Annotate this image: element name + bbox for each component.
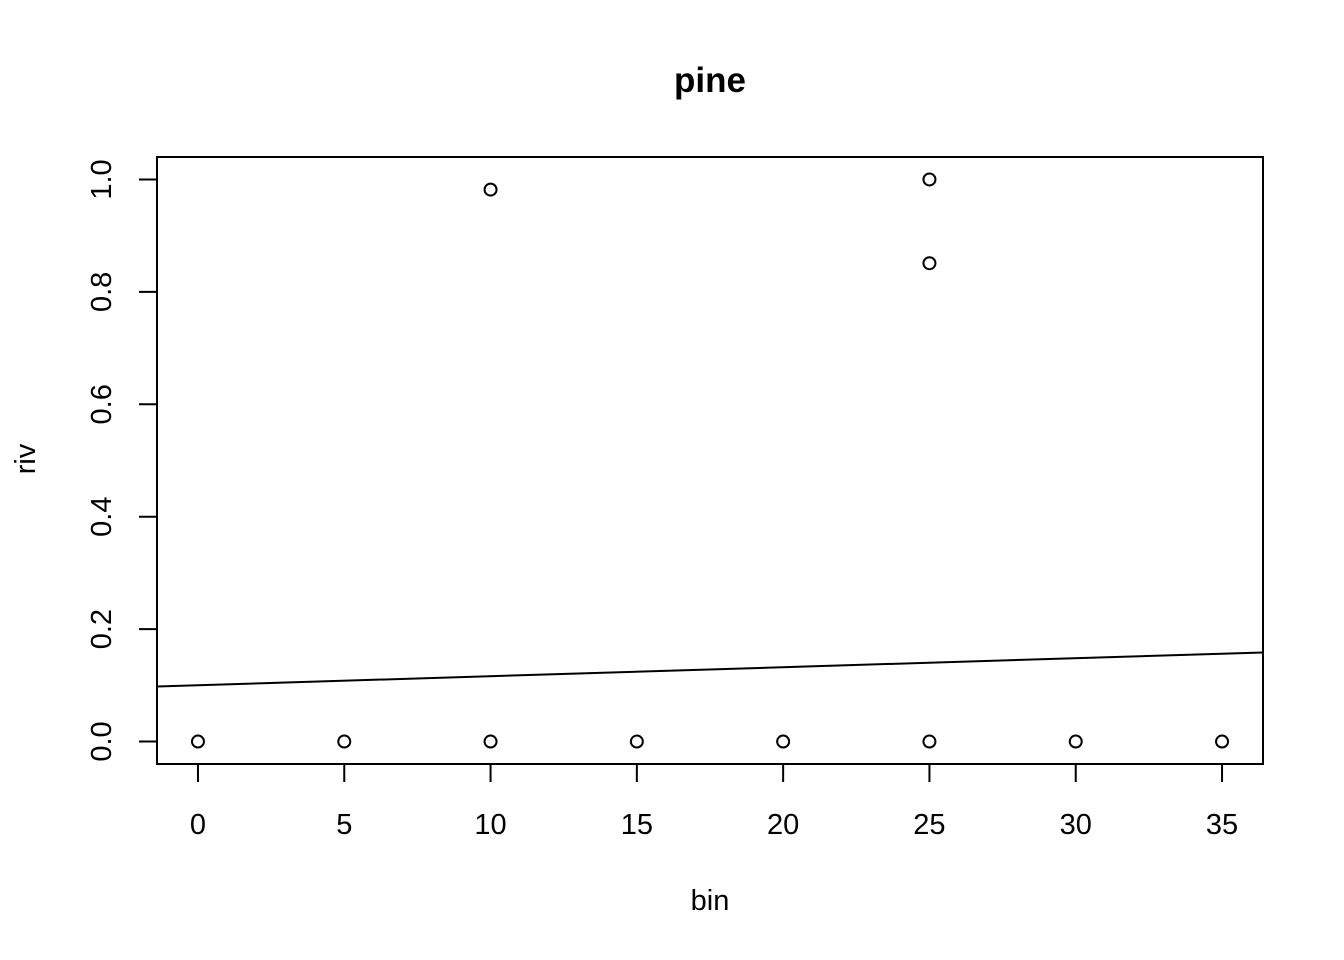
x-axis: 0 5 10 15 20 25 30 35: [190, 764, 1238, 841]
points-layer: [190, 172, 1230, 749]
y-axis-label: riv: [10, 443, 42, 474]
x-tick-label: 35: [1206, 809, 1238, 841]
data-point: [190, 734, 205, 749]
x-tick-label: 0: [190, 809, 206, 841]
plot-frame: [156, 156, 1264, 765]
x-tick-label: 5: [336, 809, 352, 841]
data-point: [776, 734, 791, 749]
x-tick-label: 15: [621, 809, 653, 841]
y-tick-label: 1.0: [86, 159, 118, 199]
data-point: [629, 734, 644, 749]
chart-title: pine: [674, 61, 746, 100]
data-point: [483, 734, 498, 749]
x-tick-label: 30: [1060, 809, 1092, 841]
regression-line: [156, 651, 1264, 688]
y-tick-label: 0.4: [86, 497, 118, 537]
data-point: [483, 182, 498, 197]
data-point: [922, 256, 937, 271]
y-tick-label: 0.6: [86, 384, 118, 424]
data-point: [1215, 734, 1230, 749]
x-tick-label: 10: [474, 809, 506, 841]
data-point: [1068, 734, 1083, 749]
y-tick-label: 0.0: [86, 721, 118, 761]
x-axis-label: bin: [691, 885, 730, 917]
fit-line-layer: [156, 651, 1264, 688]
x-tick-label: 25: [913, 809, 945, 841]
data-point: [337, 734, 352, 749]
x-tick-label: 20: [767, 809, 799, 841]
y-tick-label: 0.2: [86, 609, 118, 649]
y-axis: 0.0 0.2 0.4 0.6 0.8 1.0: [86, 159, 157, 762]
data-point: [922, 734, 937, 749]
data-point: [922, 172, 937, 187]
y-tick-label: 0.8: [86, 272, 118, 312]
